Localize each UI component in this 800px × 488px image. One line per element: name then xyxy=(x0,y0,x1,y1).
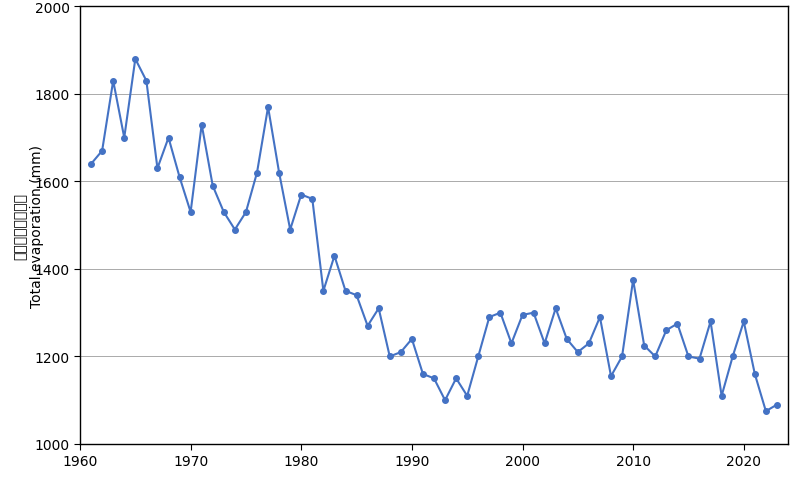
Y-axis label: 總蜗發量（毫米）
Total evaporation (mm): 總蜗發量（毫米） Total evaporation (mm) xyxy=(14,144,44,307)
